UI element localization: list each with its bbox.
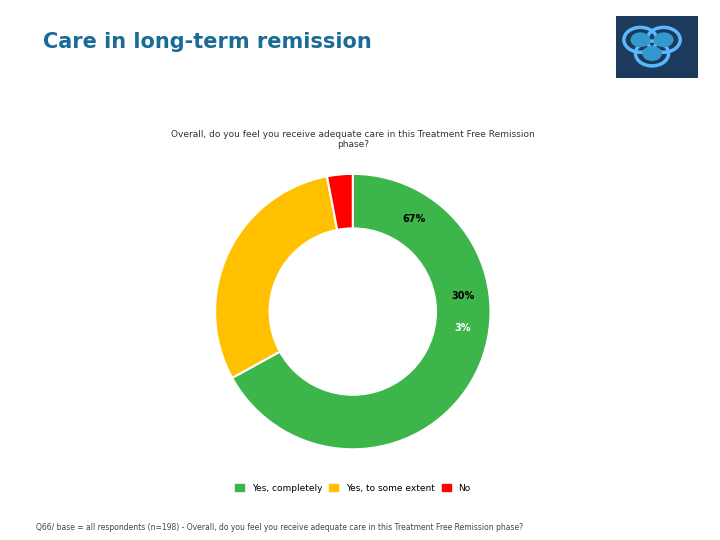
Wedge shape: [215, 177, 340, 378]
Legend: Yes, completely, Yes, to some extent, No: Yes, completely, Yes, to some extent, No: [232, 480, 474, 496]
Text: Care in long-term remission: Care in long-term remission: [43, 32, 372, 52]
Circle shape: [631, 32, 650, 47]
Wedge shape: [327, 174, 353, 245]
Text: Q66/ base = all respondents (n=198) - Overall, do you feel you receive adequate : Q66/ base = all respondents (n=198) - Ov…: [36, 523, 523, 532]
Circle shape: [269, 228, 436, 395]
Circle shape: [642, 46, 662, 61]
Wedge shape: [232, 174, 490, 449]
Text: 3%: 3%: [455, 323, 472, 333]
Text: 30%: 30%: [451, 291, 475, 301]
Text: Overall, do you feel you receive adequate care in this Treatment Free Remission
: Overall, do you feel you receive adequat…: [171, 130, 535, 149]
Text: 67%: 67%: [402, 214, 426, 224]
Circle shape: [654, 32, 674, 47]
